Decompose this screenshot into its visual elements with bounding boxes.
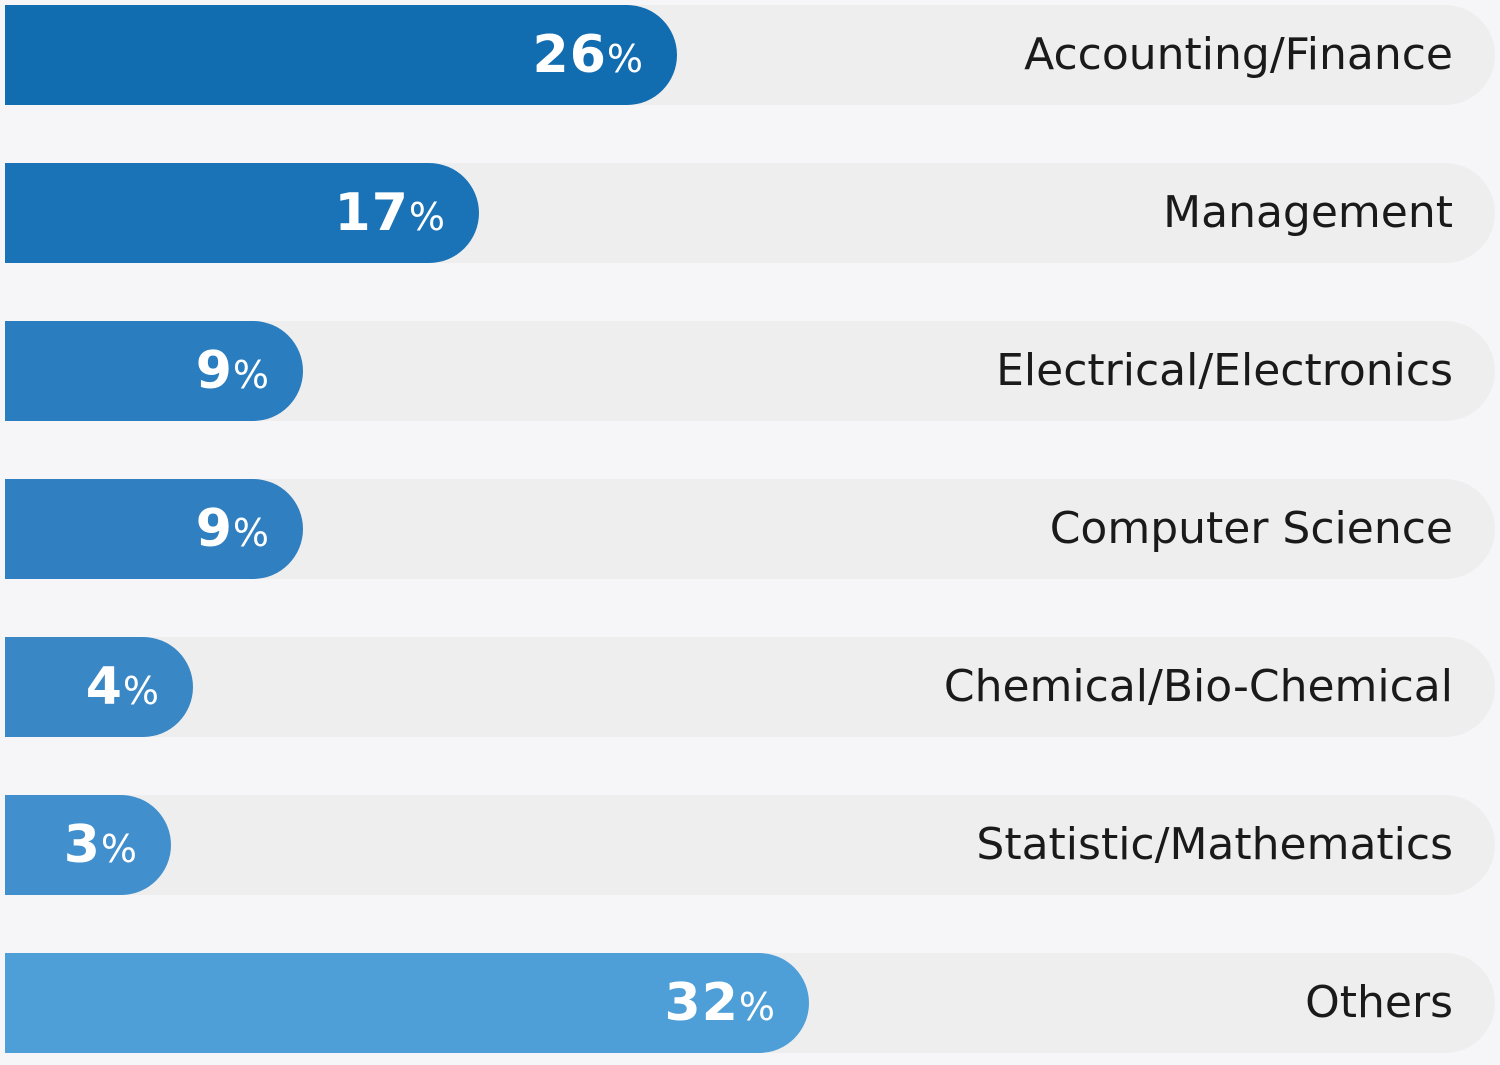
data-label-unit: % — [232, 511, 269, 555]
bar — [5, 5, 677, 105]
data-label: 32% — [665, 953, 775, 1053]
category-label: Others — [1305, 977, 1453, 1028]
category-label: Computer Science — [1049, 503, 1453, 554]
data-label-value: 9 — [195, 341, 233, 401]
category-label: Statistic/Mathematics — [976, 819, 1453, 870]
data-label-unit: % — [738, 985, 775, 1029]
data-label-unit: % — [122, 669, 159, 713]
data-label-value: 9 — [195, 499, 233, 559]
bar — [5, 321, 303, 421]
data-label: 9% — [196, 321, 269, 421]
data-label-unit: % — [100, 827, 137, 871]
bar — [5, 163, 479, 263]
bar — [5, 795, 171, 895]
data-label-unit: % — [232, 353, 269, 397]
category-label: Chemical/Bio-Chemical — [943, 661, 1453, 712]
data-label-value: 17 — [334, 183, 409, 243]
data-label-unit: % — [408, 195, 445, 239]
bar — [5, 479, 303, 579]
data-label-value: 3 — [63, 815, 101, 875]
data-label-value: 26 — [532, 25, 607, 85]
data-label: 17% — [335, 163, 445, 263]
data-label-value: 4 — [85, 657, 123, 717]
data-label: 4% — [86, 637, 159, 737]
data-label: 9% — [196, 479, 269, 579]
category-label: Electrical/Electronics — [996, 345, 1453, 396]
bar-track — [5, 637, 1495, 737]
category-label: Management — [1163, 187, 1453, 238]
data-label: 3% — [64, 795, 137, 895]
bar — [5, 953, 809, 1053]
data-label-value: 32 — [664, 973, 739, 1033]
bar — [5, 637, 193, 737]
bar-track — [5, 795, 1495, 895]
data-label-unit: % — [606, 37, 643, 81]
data-label: 26% — [533, 5, 643, 105]
category-label: Accounting/Finance — [1024, 29, 1453, 80]
